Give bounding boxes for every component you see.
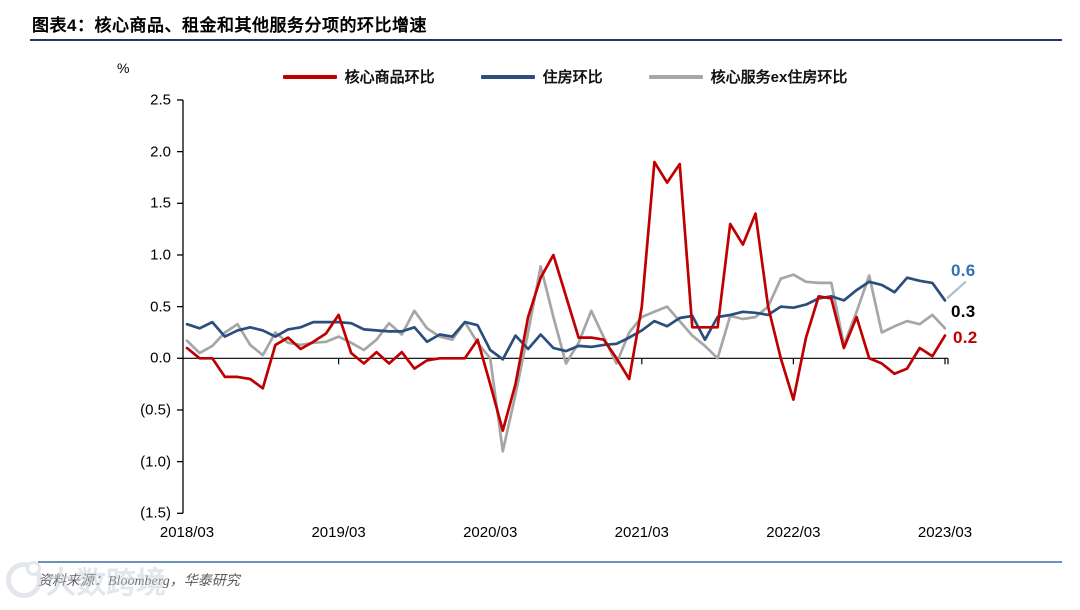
x-tick-label: 2019/03 (311, 524, 366, 541)
legend-swatch-red-line (282, 74, 337, 79)
y-tick-label: 0.5 (150, 298, 171, 316)
legend-item-housing: 住房环比 (480, 66, 603, 87)
y-tick-label: 1.5 (150, 194, 171, 212)
title-divider (30, 39, 1062, 41)
chart-title-text: 核心商品、租金和其他服务分项的环比增速 (94, 16, 427, 35)
legend-label: 住房环比 (542, 69, 603, 86)
series-end-value-label: 0.2 (953, 328, 978, 347)
x-tick-label: 2023/03 (917, 524, 973, 541)
legend-item-core-goods: 核心商品环比 (282, 66, 435, 87)
x-tick-label: 2018/03 (159, 524, 215, 541)
y-tick-label: 0.0 (150, 349, 171, 367)
series-line-核心商品环比 (185, 160, 947, 432)
y-tick-label: (1.5) (140, 504, 171, 522)
y-tick-label: (1.0) (140, 453, 171, 471)
end-label-leader-line (946, 280, 967, 300)
chart-title: 图表4：核心商品、租金和其他服务分项的环比增速 (32, 11, 427, 36)
legend-label: 核心服务ex住房环比 (710, 69, 848, 86)
legend-swatch-gray-line (648, 74, 703, 79)
legend-swatch-blue-line (480, 74, 535, 79)
legend-item-core-services-ex-housing: 核心服务ex住房环比 (648, 66, 848, 87)
bottom-divider (38, 561, 1062, 563)
source-note: 资料来源：Bloomberg，华泰研究 (38, 574, 240, 589)
x-tick-label: 2020/03 (463, 524, 518, 541)
y-tick-label: 2.0 (150, 143, 171, 161)
y-tick-label: 2.5 (150, 91, 171, 109)
x-tick-label: 2021/03 (614, 524, 669, 541)
legend: 核心商品环比 住房环比 核心服务ex住房环比 (180, 66, 950, 87)
legend-label: 核心商品环比 (344, 69, 435, 86)
y-axis-unit-label: % (117, 60, 130, 76)
x-tick-label: 2022/03 (766, 524, 821, 541)
series-end-value-label: 0.6 (951, 261, 976, 280)
series-line-住房环比 (185, 276, 947, 361)
series-end-value-label: 0.3 (951, 302, 976, 321)
chart-title-prefix: 图表4： (32, 16, 95, 35)
y-tick-label: (0.5) (140, 401, 171, 419)
y-tick-label: 1.0 (150, 246, 171, 264)
